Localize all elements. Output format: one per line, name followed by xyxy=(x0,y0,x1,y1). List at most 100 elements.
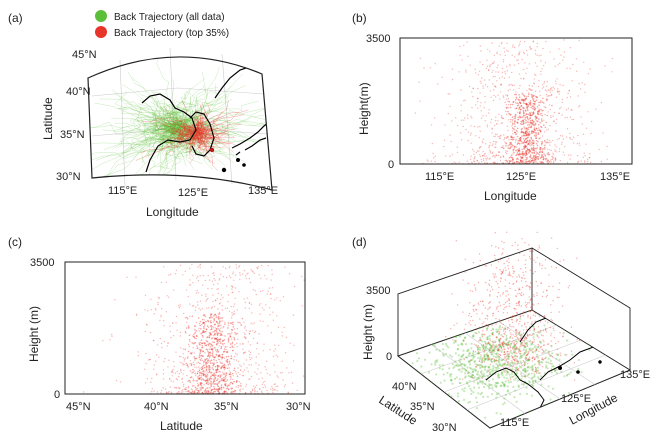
panel-b-trajectory-point xyxy=(521,92,523,94)
panel-c-trajectory-point xyxy=(190,391,193,394)
panel-d-trajectory-all-point xyxy=(517,384,520,387)
panel-c-trajectory-point xyxy=(208,390,210,393)
panel-d-trajectory-top-point xyxy=(515,295,517,297)
panel-d-trajectory-top-point xyxy=(478,304,480,306)
panel-c-trajectory-point xyxy=(221,362,223,364)
panel-b-trajectory-point xyxy=(569,67,571,70)
panel-a-trajectory-all xyxy=(197,134,226,167)
panel-c-trajectory-point xyxy=(243,369,246,371)
panel-d-trajectory-all-point xyxy=(539,341,543,344)
panel-b-trajectory-point xyxy=(536,155,538,158)
panel-b-trajectory-point xyxy=(461,59,463,61)
panel-d-trajectory-top-point xyxy=(530,323,533,325)
panel-d-trajectory-top-point xyxy=(506,312,509,314)
panel-d-trajectory-all-point xyxy=(468,352,471,355)
panel-c-trajectory-point xyxy=(212,347,214,349)
panel-d-trajectory-all-point xyxy=(502,341,505,344)
panel-d-trajectory-all-point xyxy=(499,384,502,387)
panel-c-trajectory-point xyxy=(273,383,275,386)
panel-b-trajectory-point xyxy=(480,117,483,119)
panel-c-trajectory-point xyxy=(193,391,196,393)
panel-c-trajectory-point xyxy=(222,371,224,373)
panel-b-trajectory-point xyxy=(540,131,542,133)
panel-b-trajectory-point xyxy=(518,149,520,152)
panel-b-trajectory-point xyxy=(513,122,515,125)
panel-b-trajectory-point xyxy=(477,107,479,109)
panel-c-trajectory-point xyxy=(235,332,238,335)
panel-b-trajectory-point xyxy=(575,58,578,60)
panel-c-trajectory-point xyxy=(224,378,226,380)
panel-c-trajectory-point xyxy=(250,303,253,305)
panel-d-trajectory-all-point xyxy=(498,344,502,348)
panel-d-trajectory-all-point xyxy=(533,345,537,349)
panel-b-trajectory-point xyxy=(533,159,535,162)
panel-c-trajectory-point xyxy=(227,359,229,361)
panel-b-trajectory-point xyxy=(459,132,462,134)
panel-d-trajectory-top-point xyxy=(510,316,512,318)
panel-d-trajectory-all-point xyxy=(495,382,498,385)
panel-a-trajectory-all xyxy=(176,86,232,122)
panel-b-top-trajectories xyxy=(414,39,614,164)
panel-d-trajectory-all-point xyxy=(536,353,539,356)
panel-d-trajectory-all-point xyxy=(535,349,538,352)
panel-b-trajectory-point xyxy=(532,121,535,123)
panel-d-trajectory-all-point xyxy=(512,350,516,353)
panel-d-trajectory-all-point xyxy=(509,364,512,367)
panel-b-trajectory-point xyxy=(520,104,523,107)
panel-c-trajectory-point xyxy=(199,356,201,358)
panel-d-trajectory-all-point xyxy=(545,364,548,367)
panel-b-trajectory-point xyxy=(443,139,446,141)
panel-b-trajectory-point xyxy=(531,148,533,151)
panel-b-trajectory-point xyxy=(524,98,527,101)
panel-b-trajectory-point xyxy=(550,159,552,161)
panel-d-trajectory-all-point xyxy=(480,358,483,361)
panel-d-trajectory-top-point xyxy=(485,324,487,326)
panel-b-trajectory-point xyxy=(551,89,553,92)
panel-d-trajectory-all-point xyxy=(494,381,497,384)
panel-c-trajectory-point xyxy=(223,366,225,369)
panel-a-trajectory-top xyxy=(188,131,211,151)
panel-c-trajectory-point xyxy=(198,330,200,332)
panel-b-trajectory-point xyxy=(562,138,565,140)
panel-c-trajectory-point xyxy=(219,313,221,316)
panel-b-trajectory-point xyxy=(558,150,561,153)
panel-c-trajectory-point xyxy=(209,379,211,381)
panel-b-trajectory-point xyxy=(472,95,474,98)
panel-c-xtick-30: 30°N xyxy=(286,401,311,413)
panel-b-trajectory-point xyxy=(526,115,528,118)
panel-d-trajectory-all-point xyxy=(489,347,492,350)
panel-b-trajectory-point xyxy=(489,149,491,151)
panel-b-trajectory-point xyxy=(476,97,479,100)
panel-c-trajectory-point xyxy=(214,376,216,379)
panel-d-trajectory-all-point xyxy=(512,346,515,349)
panel-d-trajectory-top-point xyxy=(456,322,458,325)
panel-c-trajectory-point xyxy=(229,335,231,337)
panel-d-trajectory-all-point xyxy=(489,373,492,376)
panel-d-trajectory-all-point xyxy=(436,359,439,362)
panel-d-trajectory-top-point xyxy=(507,294,510,296)
panel-d-trajectory-all-point xyxy=(420,365,423,368)
panel-d-trajectory-top-point xyxy=(510,343,513,345)
panel-b-trajectory-point xyxy=(543,64,545,67)
panel-b-trajectory-point xyxy=(506,161,508,164)
panel-d-trajectory-top-point xyxy=(503,351,505,354)
panel-b-trajectory-point xyxy=(504,145,507,147)
panel-d-trajectory-all-point xyxy=(514,344,517,347)
panel-b-trajectory-point xyxy=(540,143,543,146)
panel-b-trajectory-point xyxy=(545,129,548,131)
panel-c-trajectory-point xyxy=(218,303,221,305)
panel-c-trajectory-point xyxy=(228,360,231,363)
panel-b-trajectory-point xyxy=(538,109,540,112)
panel-d-trajectory-all-point xyxy=(472,356,475,359)
panel-d-trajectory-all-point xyxy=(488,349,491,353)
panel-c-trajectory-point xyxy=(241,317,244,320)
panel-a-trajectory-all xyxy=(170,123,192,137)
panel-d-trajectory-all-point xyxy=(447,346,450,349)
panel-c-trajectory-point xyxy=(226,351,229,353)
panel-c-trajectory-point xyxy=(223,380,226,383)
panel-a-trajectory-all xyxy=(113,129,157,136)
panel-d-trajectory-all-point xyxy=(551,365,554,368)
panel-c-trajectory-point xyxy=(171,370,173,372)
panel-c-trajectory-point xyxy=(250,269,252,271)
panel-d-trajectory-all-point xyxy=(492,355,495,358)
